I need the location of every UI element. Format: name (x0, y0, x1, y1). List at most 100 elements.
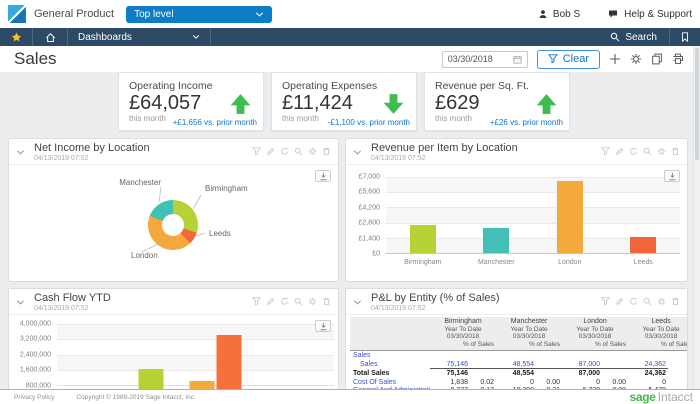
copyright-text: Copyright © 1989-2019 Sage Intacct, Inc. (76, 393, 196, 401)
vertical-scrollbar[interactable] (693, 46, 700, 389)
entity-column-header: Birmingham Year To Date 03/30/2018% of Sal… (430, 317, 497, 351)
kpi-card-revenue-per-sqft[interactable]: Revenue per Sq. Ft. £629 this month +£26… (424, 72, 570, 131)
export-chart-button[interactable] (315, 170, 331, 182)
table-cell: 0.00 (612, 378, 627, 386)
table-row: Total Sales 75,146 48,554 87,000 24,362 (350, 369, 687, 378)
kpi-card-operating-expenses[interactable]: Operating Expenses £11,424 this month -£… (271, 72, 417, 131)
gear-icon[interactable] (657, 297, 666, 306)
search-button[interactable]: Search (598, 28, 669, 46)
duplicate-button[interactable] (651, 53, 663, 65)
collapse-chevron-icon[interactable] (16, 298, 25, 307)
slice-label-birmingham: Birmingham (205, 184, 248, 193)
calendar-icon (513, 55, 522, 64)
trash-icon[interactable] (322, 297, 331, 306)
nav-divider (669, 28, 670, 46)
dashboards-menu-label: Dashboards (78, 31, 132, 43)
privacy-policy-link[interactable]: Privacy Policy (14, 393, 55, 401)
collapse-chevron-icon[interactable] (353, 148, 362, 157)
kpi-title: Operating Expenses (282, 80, 378, 92)
zoom-icon[interactable] (294, 147, 303, 156)
export-chart-button[interactable] (664, 170, 680, 182)
table-cell[interactable]: 24,362 (628, 359, 669, 369)
trash-icon[interactable] (671, 297, 680, 306)
dashboards-menu[interactable]: Dashboards (68, 28, 210, 46)
row-label[interactable]: Cost Of Sales (353, 378, 397, 386)
user-menu[interactable]: Bob S (538, 9, 580, 20)
date-input[interactable]: 03/30/2018 (441, 50, 528, 68)
refresh-icon[interactable] (629, 297, 638, 306)
trend-up-arrow-icon (536, 94, 557, 119)
bookmark-button[interactable] (670, 28, 700, 46)
grid-band (386, 207, 680, 223)
filter-icon[interactable] (252, 297, 261, 306)
help-support-link[interactable]: Help & Support (608, 9, 692, 20)
bar-london[interactable] (556, 181, 583, 253)
zoom-icon[interactable] (643, 147, 652, 156)
filter-icon[interactable] (601, 147, 610, 156)
edit-pencil-icon[interactable] (266, 297, 275, 306)
entity-selector-dropdown[interactable]: Top level (126, 5, 273, 23)
refresh-icon[interactable] (629, 147, 638, 156)
panel-cash-flow-ytd: Cash Flow YTD 04/13/2019 07:52 4,000,000… (8, 288, 339, 404)
table-cell (536, 369, 562, 378)
person-icon (538, 9, 548, 19)
edit-pencil-icon[interactable] (615, 147, 624, 156)
y-axis-tick: £2,800 (358, 219, 380, 227)
collapse-chevron-icon[interactable] (353, 298, 362, 307)
slice-label-london: London (131, 251, 158, 260)
edit-pencil-icon[interactable] (615, 297, 624, 306)
table-cell[interactable]: 75,146 (430, 359, 470, 369)
table-cell[interactable]: 87,000 (562, 359, 603, 369)
table-cell (536, 351, 562, 360)
print-button[interactable] (672, 53, 684, 65)
row-label[interactable]: Sales (360, 360, 378, 368)
search-icon (610, 32, 620, 42)
gear-icon[interactable] (308, 297, 317, 306)
export-chart-button[interactable] (315, 320, 331, 332)
gear-icon[interactable] (657, 147, 666, 156)
favorites-button[interactable] (0, 28, 32, 46)
row-label[interactable]: Sales (353, 352, 371, 359)
kpi-card-operating-income[interactable]: Operating Income £64,057 this month +£1,… (118, 72, 264, 131)
bar-manchester[interactable] (483, 227, 510, 253)
filter-icon[interactable] (601, 297, 610, 306)
home-button[interactable] (33, 28, 67, 46)
clear-filter-button[interactable]: Clear (536, 49, 600, 69)
net-income-donut[interactable] (148, 200, 198, 250)
table-cell[interactable]: 48,554 (496, 359, 537, 369)
nav-divider (210, 28, 211, 46)
settings-gear-button[interactable] (630, 53, 642, 65)
table-cell (562, 351, 602, 360)
bar-birmingham[interactable] (409, 225, 436, 253)
trash-icon[interactable] (322, 147, 331, 156)
chevron-down-icon (255, 10, 264, 19)
table-row: Sales 75,146 48,554 87,000 24,362 (350, 359, 687, 369)
refresh-icon[interactable] (280, 147, 289, 156)
slice-label-leeds: Leeds (209, 229, 231, 238)
trash-icon[interactable] (671, 147, 680, 156)
panel-header: P&L by Entity (% of Sales) 04/13/2019 07… (346, 289, 687, 315)
collapse-chevron-icon[interactable] (16, 148, 25, 157)
panel-toolbar (601, 297, 680, 306)
scrollbar-thumb[interactable] (695, 48, 699, 160)
y-axis: 4,000,000 3,200,000 2,400,000 1,600,000 800,… (9, 321, 53, 401)
zoom-icon[interactable] (643, 297, 652, 306)
entity-selector-label: Top level (134, 8, 174, 20)
star-icon (11, 32, 22, 43)
panel-revenue-per-item: Revenue per Item by Location 04/13/2019 … (345, 138, 688, 282)
help-support-label: Help & Support (624, 8, 692, 20)
entity-column-header: London Year To Date 03/30/2018% of Sales (562, 317, 629, 351)
filter-icon[interactable] (252, 147, 261, 156)
zoom-icon[interactable] (294, 297, 303, 306)
kpi-period: this month (129, 114, 166, 123)
refresh-icon[interactable] (280, 297, 289, 306)
table-cell (602, 359, 629, 369)
add-component-button[interactable] (609, 53, 621, 65)
table-cell: 0.00 (546, 378, 561, 386)
chat-bubble-icon (608, 9, 618, 19)
bar-leeds[interactable] (630, 236, 657, 253)
kpi-value: £64,057 (129, 92, 202, 114)
gear-icon[interactable] (308, 147, 317, 156)
edit-pencil-icon[interactable] (266, 147, 275, 156)
panel-pnl-by-entity: P&L by Entity (% of Sales) 04/13/2019 07… (345, 288, 688, 404)
